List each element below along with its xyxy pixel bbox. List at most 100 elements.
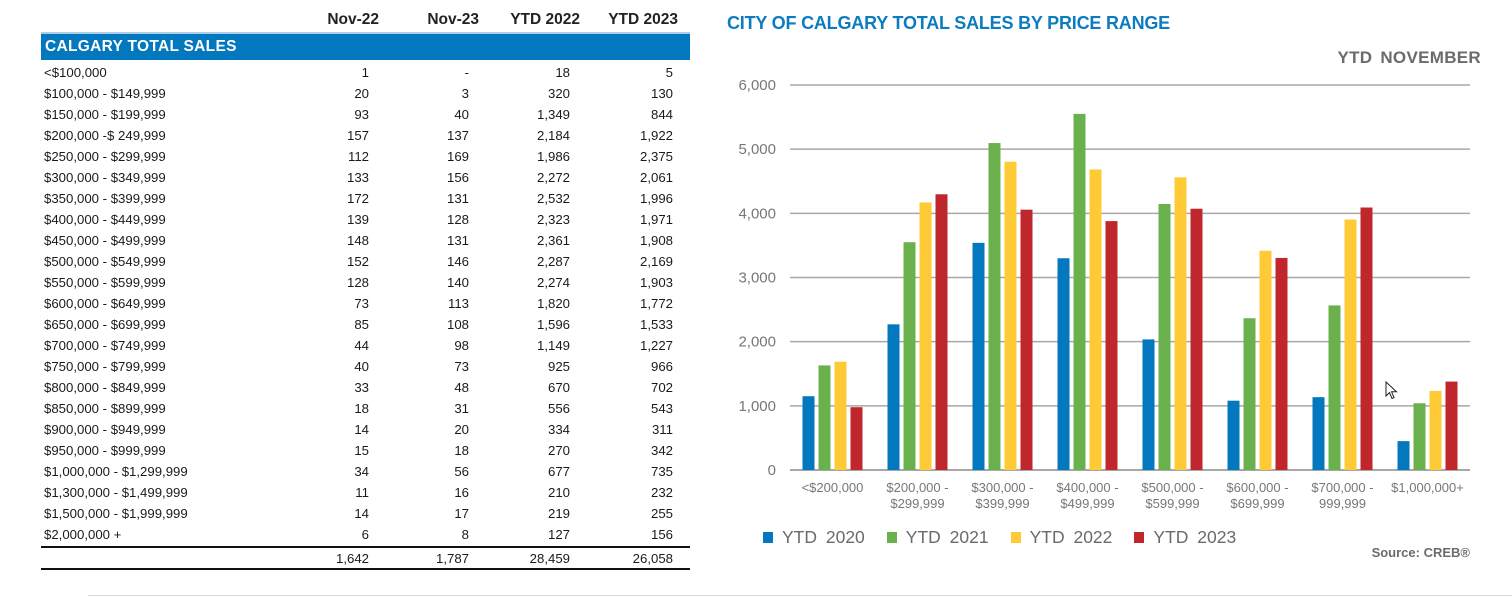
cell-ytd2022: 219 [547,506,570,521]
row-label: $450,000 - $499,999 [44,233,166,248]
table-row: $100,000 - $149,999 20 3 320 130 [41,83,690,104]
cell-nov23: 8 [461,527,469,542]
bar [1243,318,1256,470]
table-row: $200,000 -$ 249,999 157 137 2,184 1,922 [41,125,690,146]
cell-nov22: 33 [354,380,369,395]
cell-ytd2022: 2,287 [536,254,570,269]
gridlines [790,84,1470,471]
x-axis-ticks: <$200,000 $200,000 -$299,999 $300,000 -$39… [802,480,1464,511]
cell-ytd2022: 2,361 [536,233,570,248]
legend-swatch-icon [763,532,773,543]
cell-ytd2022: 2,272 [536,170,570,185]
chart-legend: YTD 2020 YTD 2021 YTD 2022 YTD 2023 [763,527,1258,548]
cell-nov23: - [464,65,469,80]
cell-nov22: 85 [354,317,369,332]
row-label: $250,000 - $299,999 [44,149,166,164]
cell-ytd2023: 1,772 [639,296,673,311]
legend-swatch-icon [1134,532,1145,543]
cell-nov23: 31 [454,401,469,416]
cell-nov22: 128 [346,275,369,290]
total-nov23: 1,787 [435,550,469,566]
cell-nov22: 44 [354,338,369,353]
table-row: $700,000 - $749,999 44 98 1,149 1,227 [41,335,690,356]
bar [935,194,948,471]
bar [1073,113,1086,470]
cell-ytd2022: 925 [547,359,570,374]
chart-title: CITY OF CALGARY TOTAL SALES BY PRICE RAN… [727,13,1170,33]
total-ytd2023: 26,058 [632,550,673,566]
cell-ytd2022: 670 [547,380,570,395]
table-row: $550,000 - $599,999 128 140 2,274 1,903 [41,272,690,293]
cell-nov23: 98 [454,338,469,353]
cell-nov23: 3 [461,86,469,101]
section-title: CALGARY TOTAL SALES [41,32,690,60]
row-label: $1,000,000 - $1,299,999 [44,464,188,479]
cell-ytd2022: 1,349 [536,107,570,122]
bar [1190,208,1203,471]
table-row: $1,000,000 - $1,299,999 34 56 677 735 [41,461,690,482]
cell-nov23: 169 [446,149,469,164]
bar [802,396,815,470]
table-row: $300,000 - $349,999 133 156 2,272 2,061 [41,167,690,188]
row-label: $300,000 - $349,999 [44,170,166,185]
table-row: $600,000 - $649,999 73 113 1,820 1,772 [41,293,690,314]
bar [919,202,932,471]
x-tick-label: $599,999 [1145,496,1199,511]
cell-ytd2023: 1,227 [639,338,673,353]
table-row: $500,000 - $549,999 152 146 2,287 2,169 [41,251,690,272]
source-note: Source: CREB® [1371,545,1470,560]
cell-ytd2023: 1,922 [639,128,673,143]
cell-nov23: 20 [454,422,469,437]
cell-nov23: 17 [454,506,469,521]
cell-ytd2023: 1,971 [639,212,673,227]
header-ytd2022: YTD 2022 [510,11,580,28]
x-tick-label: $299,999 [890,496,944,511]
bar [887,324,900,470]
bar [1413,403,1426,470]
row-label: $1,500,000 - $1,999,999 [44,506,188,521]
bar [1158,204,1171,470]
cell-nov23: 113 [447,296,469,311]
bar [1275,257,1288,470]
row-label: $800,000 - $849,999 [44,380,166,395]
table-body: <$100,000 1-18 5 $100,000 - $149,999 20 3 320 1… [41,60,690,545]
total-ytd2022: 28,459 [529,550,570,566]
table-row: $650,000 - $699,999 85 108 1,596 1,533 [41,314,690,335]
y-tick-label: 5,000 [738,141,776,158]
cell-ytd2022: 2,184 [536,128,570,143]
cell-ytd2022: 2,532 [536,191,570,206]
legend-label: YTD 2021 [905,527,989,547]
legend-item: YTD 2022 [1010,527,1112,548]
y-tick-label: 6,000 [738,77,776,94]
header-nov23: Nov-23 [427,11,479,28]
cell-ytd2023: 342 [650,443,673,458]
cell-ytd2022: 270 [547,443,570,458]
row-label: $1,300,000 - $1,499,999 [44,485,188,500]
cell-nov22: 20 [354,86,369,101]
cell-ytd2023: 1,533 [639,317,673,332]
cell-ytd2023: 543 [650,401,673,416]
cell-nov22: 14 [354,422,369,437]
cell-ytd2023: 255 [650,506,673,521]
cell-ytd2022: 556 [547,401,570,416]
y-axis-ticks: 0 1,000 2,000 3,000 4,000 5,000 6,000 [738,77,776,479]
bar [1142,339,1155,470]
table-row: $750,000 - $799,999 40 73 925 966 [41,356,690,377]
chart-subtitle: YTD NOVEMBER [1337,48,1481,67]
cell-ytd2023: 2,169 [639,254,673,269]
row-label: $400,000 - $449,999 [44,212,166,227]
cell-nov23: 108 [446,317,469,332]
legend-item: YTD 2020 [763,527,865,548]
bar [1174,177,1187,471]
cell-nov23: 128 [446,212,469,227]
legend-item: YTD 2023 [1134,527,1236,548]
cell-ytd2022: 18 [555,65,570,80]
cell-nov23: 18 [454,443,469,458]
cell-nov23: 156 [446,170,469,185]
cell-ytd2022: 1,820 [536,296,570,311]
row-label: $850,000 - $899,999 [44,401,166,416]
x-tick-label: $400,000 - [1056,480,1118,495]
cell-ytd2023: 1,908 [639,233,673,248]
cell-ytd2023: 5 [665,65,673,80]
row-label: $100,000 - $149,999 [44,86,166,101]
